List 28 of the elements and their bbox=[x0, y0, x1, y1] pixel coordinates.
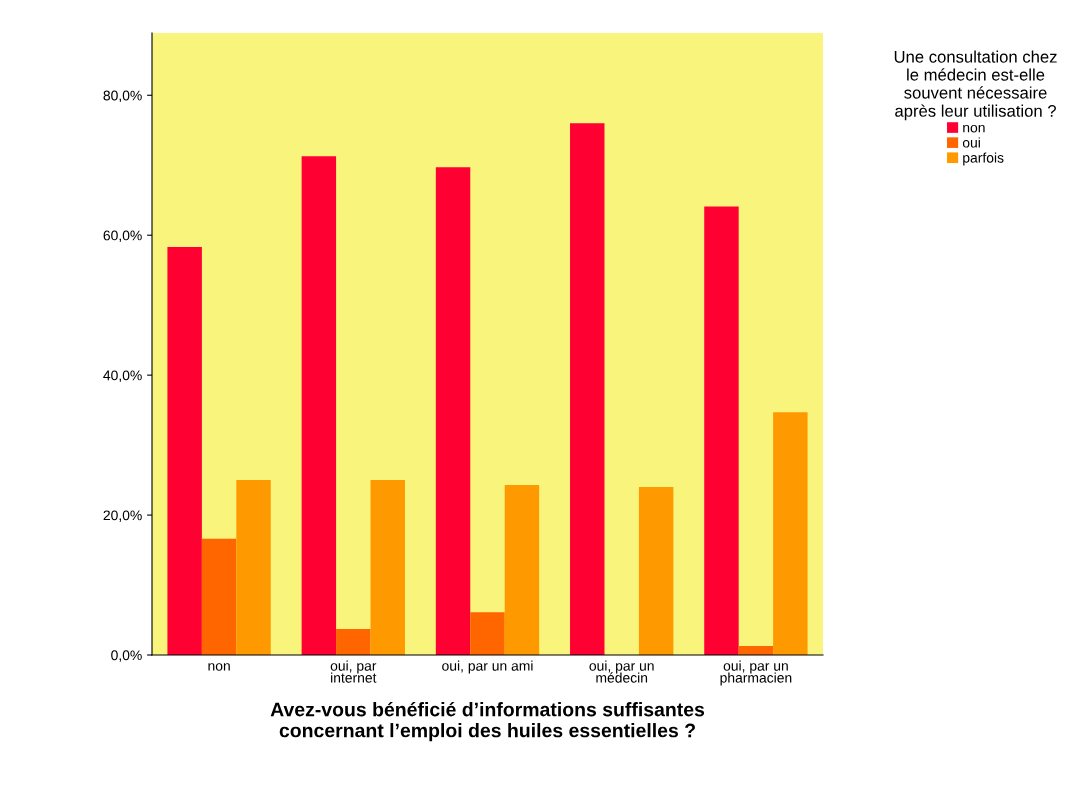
bar bbox=[370, 480, 405, 655]
bar bbox=[435, 167, 471, 655]
bar bbox=[638, 487, 674, 655]
bar bbox=[336, 629, 371, 655]
y-tick-label: 60,0% bbox=[103, 230, 142, 243]
bar bbox=[201, 538, 237, 655]
x-axis-title: Avez-vous bénéficié d’informations suffisantes concernant l’emploi des huiles essentielles ? bbox=[270, 701, 705, 742]
legend-label: non bbox=[963, 124, 985, 133]
y-tick-label: 0,0% bbox=[111, 650, 142, 662]
bar bbox=[773, 412, 808, 655]
bar bbox=[470, 612, 505, 655]
bar bbox=[570, 123, 605, 655]
bar bbox=[236, 480, 271, 655]
legend-label: oui bbox=[962, 137, 980, 148]
legend-label: parfois bbox=[963, 152, 1004, 166]
bar bbox=[167, 247, 202, 655]
x-tick-label: oui, par un pharmacien bbox=[720, 660, 792, 686]
bar bbox=[504, 484, 540, 655]
legend-title: Une consultation chez le médecin est-elle souvent nécessaire après leur utilisation ? bbox=[894, 50, 1057, 121]
x-tick-label: oui, par un médecin bbox=[589, 660, 654, 683]
x-tick-label: oui, par internet bbox=[330, 660, 377, 683]
bar bbox=[704, 206, 739, 655]
y-tick-label: 80,0% bbox=[103, 90, 142, 103]
y-tick-label: 20,0% bbox=[103, 510, 142, 522]
x-tick-label: oui, par un ami bbox=[442, 660, 533, 674]
y-tick-label: 40,0% bbox=[103, 370, 142, 382]
x-tick-label: non bbox=[208, 663, 230, 671]
bar bbox=[301, 156, 337, 655]
